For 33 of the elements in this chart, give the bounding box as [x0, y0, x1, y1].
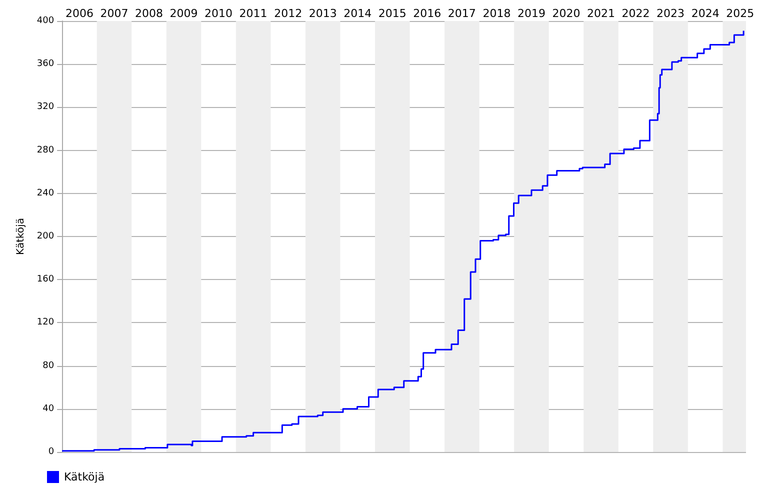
x-tick-label: 2020	[552, 7, 580, 20]
y-tick-label: 40	[42, 404, 54, 414]
x-tick-label: 2025	[726, 7, 754, 20]
x-tick-label: 2010	[204, 7, 233, 20]
x-tick-label: 2009	[170, 7, 198, 20]
x-tick-label: 2017	[448, 7, 476, 20]
x-tick-label: 2016	[413, 7, 442, 20]
x-tick-label: 2015	[378, 7, 406, 20]
y-tick-label: 160	[36, 274, 54, 285]
x-tick-label: 2011	[239, 7, 268, 20]
y-tick-label: 400	[36, 16, 54, 26]
y-tick-label: 0	[48, 447, 54, 457]
x-tick-label: 2007	[100, 7, 128, 20]
y-axis-title: Kätköjä	[16, 218, 26, 255]
x-tick-label: 2008	[135, 7, 164, 20]
y-tick-label: 200	[36, 232, 54, 242]
x-tick-label: 2024	[691, 7, 720, 20]
y-tick-label: 280	[36, 145, 54, 156]
x-tick-label: 2018	[482, 7, 511, 20]
y-tick-label: 360	[36, 59, 54, 70]
y-tick-label: 240	[36, 188, 54, 198]
y-tick-label: 120	[36, 318, 54, 328]
y-tick-label: 80	[42, 360, 54, 371]
x-tick-label: 2006	[65, 7, 94, 20]
x-tick-label: 2013	[308, 7, 337, 20]
x-tick-label: 2021	[587, 7, 616, 20]
x-tick-label: 2019	[517, 7, 546, 20]
y-tick-label: 320	[36, 102, 54, 112]
x-tick-label: 2012	[274, 7, 302, 20]
x-tick-label: 2014	[344, 7, 372, 20]
x-tick-label: 2022	[622, 7, 650, 20]
legend-label: Kätköjä	[64, 470, 105, 484]
x-tick-label: 2023	[656, 7, 685, 20]
